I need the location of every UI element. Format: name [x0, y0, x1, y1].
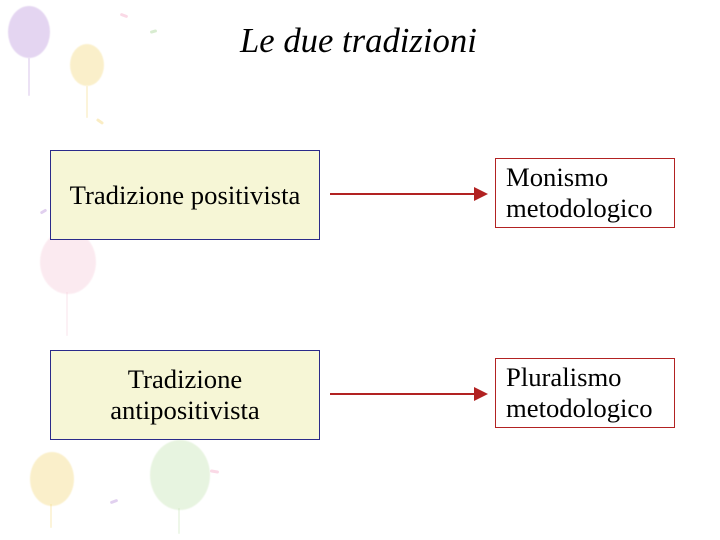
balloon-decor: [150, 440, 210, 510]
balloon-decor: [70, 44, 104, 86]
balloon-tail-decor: [86, 86, 88, 118]
confetti-decor: [210, 469, 219, 474]
page-title: Le due tradizioni: [240, 22, 477, 61]
balloon-tail-decor: [50, 504, 52, 528]
balloon-decor: [30, 452, 74, 506]
arrow-row1-head: [474, 187, 488, 201]
arrow-row1: [330, 187, 488, 201]
box-tradition-positivist: Tradizione positivista: [50, 150, 320, 240]
box-monism: Monismo metodologico: [495, 158, 675, 228]
box-pluralism: Pluralismo metodologico: [495, 358, 675, 428]
balloon-decor: [8, 6, 50, 58]
confetti-decor: [150, 29, 158, 34]
balloon-tail-decor: [28, 58, 30, 96]
box-tradition-antipositivist: Tradizione antipositivista: [50, 350, 320, 440]
arrow-row2: [330, 387, 488, 401]
confetti-decor: [96, 118, 104, 125]
confetti-decor: [120, 13, 129, 19]
box-tradition-antipositivist-label: Tradizione antipositivista: [51, 364, 319, 426]
box-tradition-positivist-label: Tradizione positivista: [70, 180, 301, 211]
decorative-background: [0, 0, 720, 540]
balloon-tail-decor: [178, 508, 180, 534]
confetti-decor: [40, 208, 48, 214]
arrow-row2-shaft: [330, 393, 474, 395]
arrow-row1-shaft: [330, 193, 474, 195]
arrow-row2-head: [474, 387, 488, 401]
box-monism-label: Monismo metodologico: [506, 162, 664, 224]
confetti-decor: [110, 499, 119, 505]
box-pluralism-label: Pluralismo metodologico: [506, 362, 664, 424]
balloon-tail-decor: [66, 292, 68, 336]
